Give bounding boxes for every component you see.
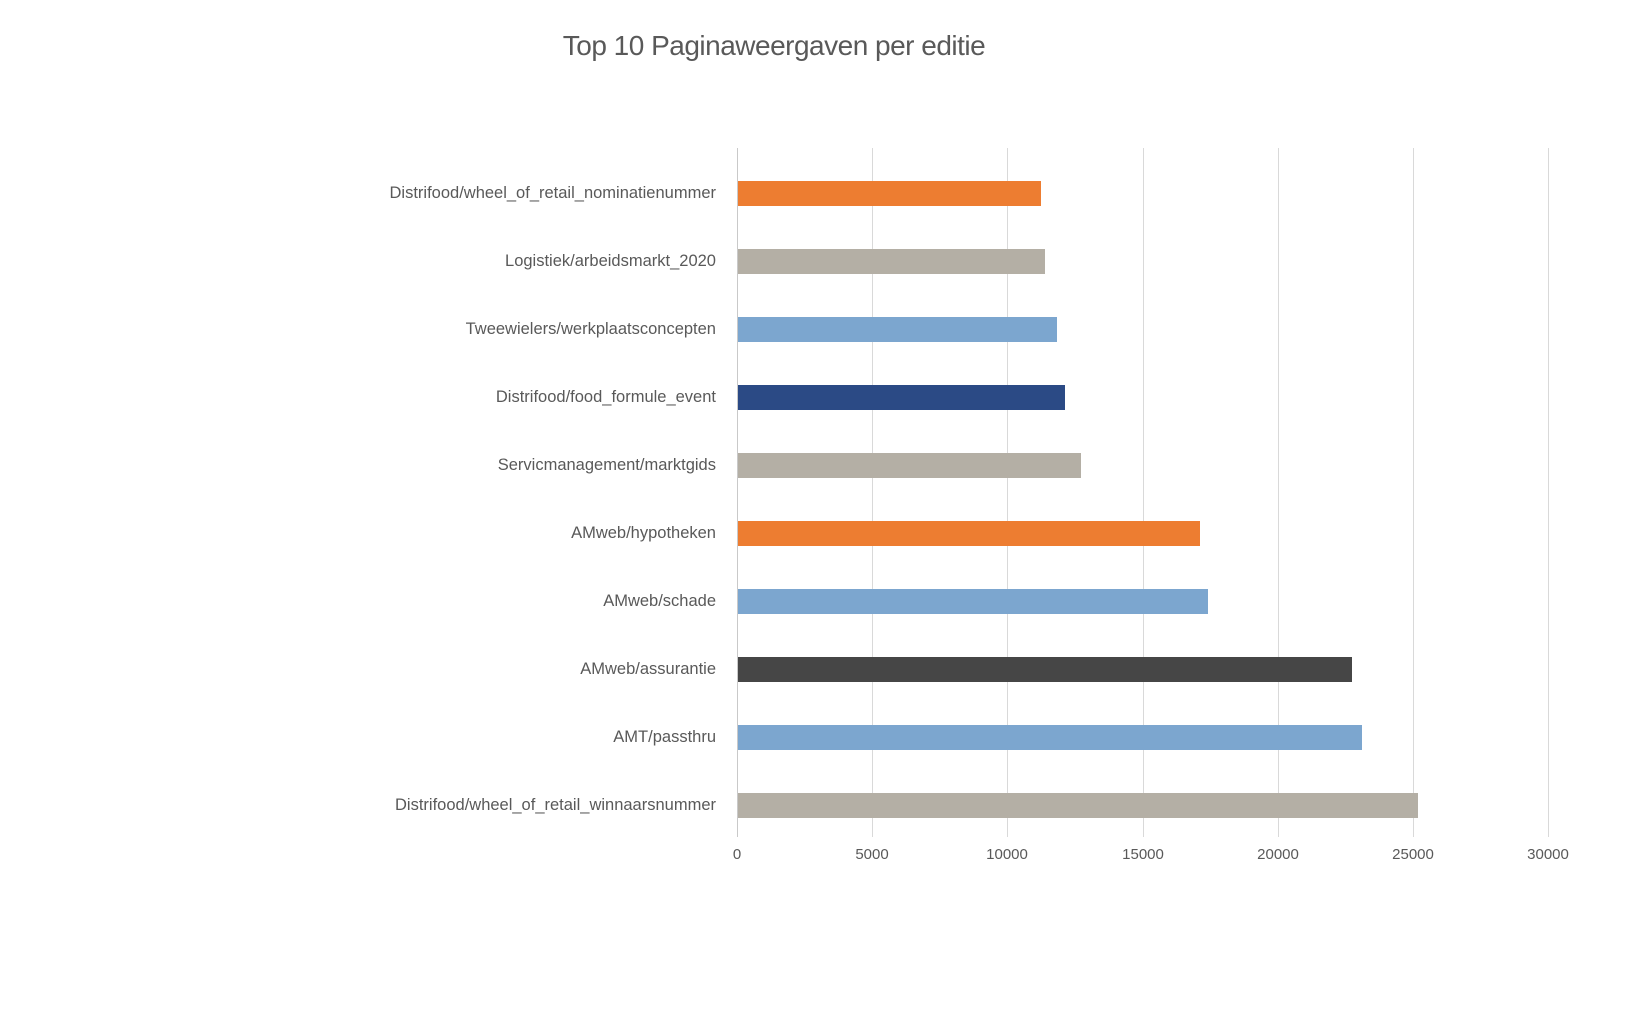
x-tick-label: 10000 [986, 846, 1028, 863]
category-label: Distrifood/wheel_of_retail_nominatienumm… [389, 184, 717, 202]
category-label: AMweb/assurantie [580, 660, 716, 678]
x-tick-label: 25000 [1392, 846, 1434, 863]
bar [738, 317, 1057, 342]
gridline-x-20000 [1278, 148, 1279, 837]
bar [738, 793, 1418, 818]
bar [738, 249, 1045, 274]
x-tick-label: 15000 [1122, 846, 1164, 863]
bar [738, 589, 1208, 614]
bar [738, 385, 1065, 410]
category-label: Distrifood/wheel_of_retail_winnaarsnumme… [395, 796, 716, 814]
bar [738, 725, 1362, 750]
category-label: Tweewielers/werkplaatsconcepten [465, 320, 716, 338]
category-label: AMT/passthru [613, 728, 716, 746]
bar [738, 521, 1200, 546]
gridline-x-0 [737, 148, 738, 837]
category-label: Logistiek/arbeidsmarkt_2020 [505, 252, 716, 270]
gridline-x-10000 [1007, 148, 1008, 837]
plot-area [737, 148, 1549, 837]
bar [738, 657, 1352, 682]
x-tick-label: 5000 [855, 846, 889, 863]
chart-title: Top 10 Paginaweergaven per editie [562, 30, 986, 61]
category-label: AMweb/hypotheken [571, 524, 716, 542]
x-tick-label: 30000 [1527, 846, 1569, 863]
x-tick-label: 20000 [1257, 846, 1299, 863]
x-tick-label: 0 [732, 846, 742, 863]
bar [738, 181, 1041, 206]
gridline-x-30000 [1548, 148, 1549, 837]
gridline-x-5000 [872, 148, 873, 837]
category-label: Servicmanagement/marktgids [497, 456, 716, 474]
category-label: AMweb/schade [603, 592, 716, 610]
gridline-x-25000 [1413, 148, 1414, 837]
bar [738, 453, 1081, 478]
gridline-x-15000 [1143, 148, 1144, 837]
category-label: Distrifood/food_formule_event [495, 388, 716, 406]
